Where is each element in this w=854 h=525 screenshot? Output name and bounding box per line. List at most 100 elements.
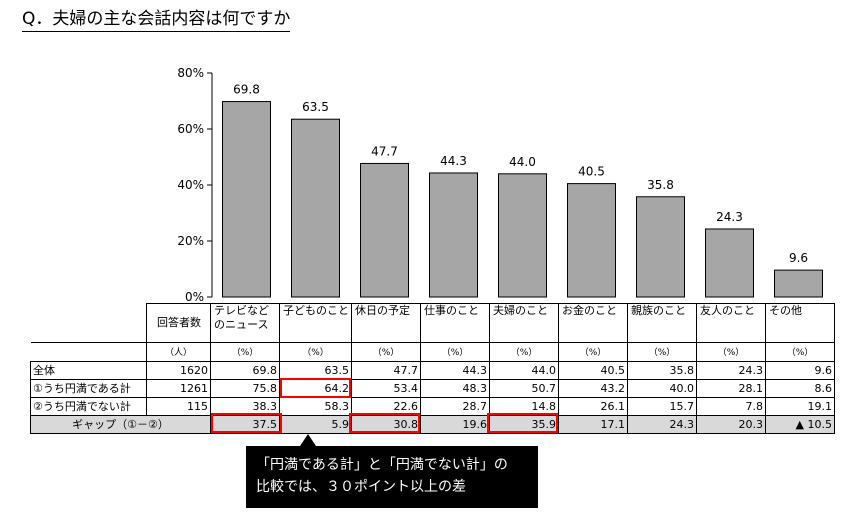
table-cell: 9.6 [765,361,835,380]
category-header: その他 [765,303,835,343]
bar [705,228,754,298]
pct-unit: （%） [765,342,835,362]
table-cell: 19.1 [765,397,835,416]
bar [774,269,823,298]
gap-cell: 30.8 [351,415,421,434]
note-line: 「円満である計」と「円満でない計」の [256,457,508,473]
highlight-box [211,413,282,433]
gap-cell: 37.5 [210,415,280,434]
table-cell: 28.1 [696,379,766,398]
highlight-box [349,413,420,433]
respondent-count: 115 [146,397,211,416]
table-cell: 35.8 [627,361,697,380]
table-cell: 40.0 [627,379,697,398]
pct-unit: （%） [210,342,280,362]
table-cell: 8.6 [765,379,835,398]
gap-cell: 24.3 [627,415,697,434]
pct-unit: （%） [558,342,628,362]
bar [498,173,547,298]
category-header: 子どものこと [279,303,352,343]
table-row: ②うち円満でない計 115 38.3 58.3 22.6 28.7 14.8 2… [30,397,835,416]
bar [291,118,340,298]
data-table: 回答者数 テレビなど のニュース 子どものこと 休日の予定 仕事のこと 夫婦のこと… [30,303,835,434]
table-cell: 69.8 [210,361,280,380]
table-cell: 75.8 [210,379,280,398]
gap-cell: 19.6 [420,415,490,434]
bar [567,183,616,298]
table-cell: 53.4 [351,379,421,398]
y-tick-label: 0% [185,290,204,303]
category-header: 親族のこと [627,303,697,343]
table-cell: 26.1 [558,397,628,416]
y-tick-label: 20% [177,234,204,248]
table-cell: 40.5 [558,361,628,380]
table-row: ①うち円満である計 1261 75.8 64.2 53.4 48.3 50.7 … [30,379,835,398]
category-header: 友人のこと [696,303,766,343]
category-header: テレビなど のニュース [210,303,280,343]
page-title: Q．夫婦の主な会話内容は何ですか [22,8,291,32]
table-cell: 43.2 [558,379,628,398]
y-axis: 0% 20% 40% 60% 80% [177,66,213,303]
bar-value-label: 40.5 [578,165,605,179]
table-cell: 15.7 [627,397,697,416]
category-header: お金のこと [558,303,628,343]
table-corner [30,342,147,362]
y-tick-label: 60% [177,122,204,136]
row-label: ①うち円満である計 [30,379,147,398]
y-tick-label: 80% [177,66,204,80]
respondents-unit: （人） [146,342,211,362]
table-cell: 64.2 [279,379,352,398]
bar-value-label: 44.0 [509,155,536,169]
table-cell: 63.5 [279,361,352,380]
respondents-header: 回答者数 [146,303,211,343]
table-cell: 7.8 [696,397,766,416]
respondent-count: 1261 [146,379,211,398]
gap-cell: 5.9 [279,415,352,434]
pct-unit: （%） [696,342,766,362]
highlight-box [280,378,351,398]
table-cell: 44.3 [420,361,490,380]
gap-cell: 17.1 [558,415,628,434]
bars [222,101,823,298]
bar-value-label: 9.6 [789,251,808,265]
bar-value-label: 24.3 [716,210,743,224]
pct-unit: （%） [489,342,559,362]
bar-chart: 0% 20% 40% 60% 80% 69.8 63.5 47.7 44.3 44.0 40.5 3… [177,66,823,303]
table-cell: 28.7 [420,397,490,416]
bar-value-label: 47.7 [371,144,398,158]
gap-cell: 20.3 [696,415,766,434]
note-pointer [300,434,316,446]
bar [360,162,409,298]
pct-unit: （%） [279,342,352,362]
table-cell: 24.3 [696,361,766,380]
table-cell: 48.3 [420,379,490,398]
pct-unit: （%） [627,342,697,362]
category-header: 夫婦のこと [489,303,559,343]
bar [222,101,271,298]
gap-row-label: ギャップ（①－②） [30,415,211,434]
bar-value-label: 63.5 [302,100,329,114]
gap-cell: 35.9 [489,415,559,434]
respondent-count: 1620 [146,361,211,380]
note-line: 比較では、３０ポイント以上の差 [256,479,466,495]
value-labels: 69.8 63.5 47.7 44.3 44.0 40.5 35.8 24.3 9.6 [233,83,808,266]
annotation-note: 「円満である計」と「円満でない計」の 比較では、３０ポイント以上の差 [246,446,538,508]
table-row: 全体 1620 69.8 63.5 47.7 44.3 44.0 40.5 35… [30,361,835,380]
bar-value-label: 44.3 [440,154,467,168]
y-tick-label: 40% [177,178,204,192]
table-cell: 58.3 [279,397,352,416]
bar-value-label: 69.8 [233,83,260,97]
row-label: ②うち円満でない計 [30,397,147,416]
bar-value-label: 35.8 [647,178,674,192]
category-header: 休日の予定 [351,303,421,343]
pct-unit: （%） [351,342,421,362]
gap-row: ギャップ（①－②） 37.5 5.9 30.8 19.6 35.9 17.1 2… [30,415,835,434]
bar [636,196,685,298]
table-corner [30,303,147,343]
table-cell: 44.0 [489,361,559,380]
pct-unit: （%） [420,342,490,362]
highlight-box [487,413,558,433]
category-header: 仕事のこと [420,303,490,343]
table-cell: 47.7 [351,361,421,380]
bar [429,172,478,298]
